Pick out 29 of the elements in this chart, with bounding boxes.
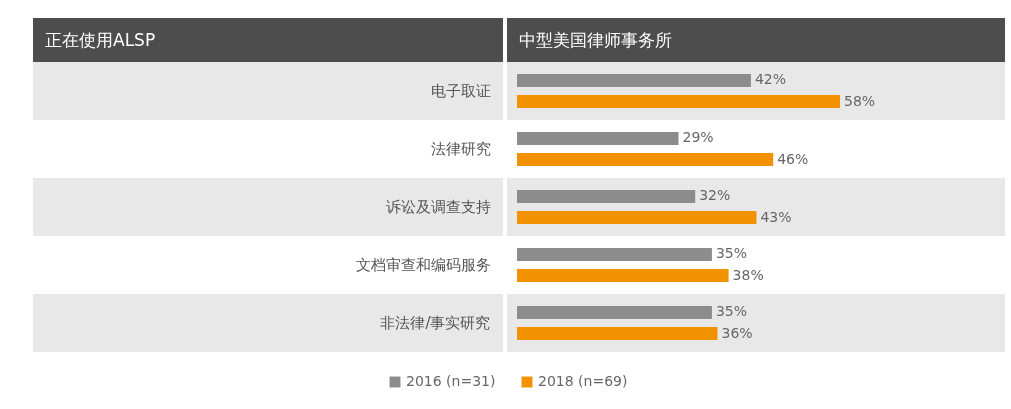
y-tick-label: 诉讼及调查支持 bbox=[385, 198, 491, 216]
data-label: 36% bbox=[721, 324, 753, 341]
bar bbox=[517, 152, 774, 167]
y-tick-label: 电子取证 bbox=[430, 82, 491, 100]
legend-label: 2016 (n=31) bbox=[406, 373, 496, 389]
data-label: 32% bbox=[699, 187, 731, 204]
y-tick-label: 非法律/事实研究 bbox=[380, 314, 491, 332]
bar bbox=[517, 189, 696, 204]
data-label: 58% bbox=[844, 92, 876, 109]
bar bbox=[517, 131, 679, 146]
chart-title: 中型美国律师事务所 bbox=[507, 18, 1005, 62]
bar bbox=[517, 94, 840, 109]
data-label: 35% bbox=[715, 303, 748, 320]
data-label: 29% bbox=[682, 129, 714, 146]
bar bbox=[517, 210, 757, 225]
data-label: 42% bbox=[754, 71, 787, 88]
y-tick-label: 文档审查和编码服务 bbox=[355, 256, 491, 274]
data-label: 46% bbox=[777, 150, 809, 167]
bar bbox=[517, 268, 729, 283]
bar bbox=[517, 73, 751, 88]
data-label: 43% bbox=[760, 208, 792, 225]
data-label: 35% bbox=[715, 245, 748, 262]
data-label: 38% bbox=[732, 266, 764, 283]
bar bbox=[517, 247, 712, 262]
legend-label: 2018 (n=69) bbox=[538, 373, 628, 389]
y-tick-label: 法律研究 bbox=[430, 140, 491, 158]
text: 正在使用ALSP bbox=[33, 18, 503, 62]
bar bbox=[517, 305, 712, 320]
bar bbox=[517, 326, 718, 341]
